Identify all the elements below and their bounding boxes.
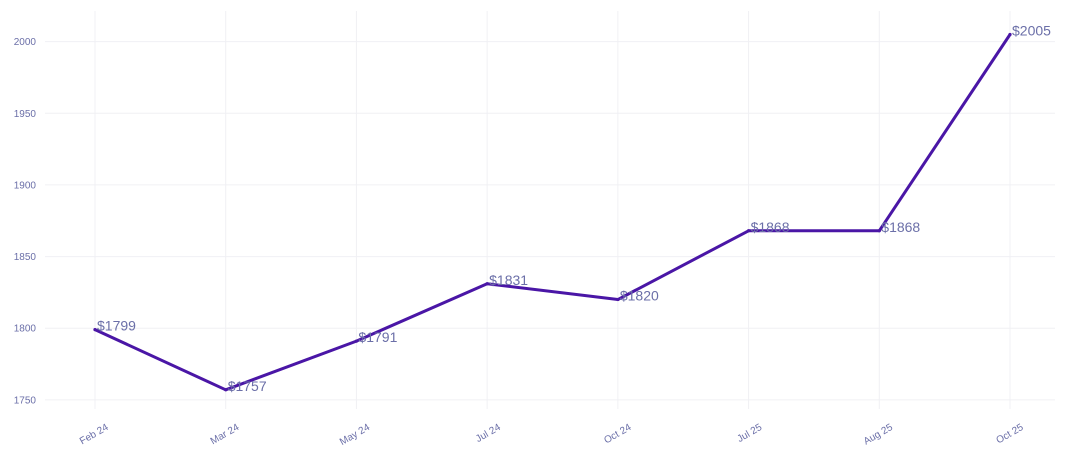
series-line xyxy=(93,32,1012,392)
x-tick-label: Oct 24 xyxy=(602,422,633,446)
data-label: $1757 xyxy=(228,378,267,394)
x-tick-label: Oct 25 xyxy=(994,422,1025,446)
y-tick-label: 1750 xyxy=(14,395,37,406)
x-tick-label: Mar 24 xyxy=(209,422,242,447)
data-labels: $1799 $1757 $1791 $1831 $1820 $1868 $1868 $2005 xyxy=(97,22,1051,393)
data-point xyxy=(485,282,489,286)
data-point xyxy=(877,229,881,233)
data-point xyxy=(224,388,228,392)
data-point xyxy=(616,297,620,302)
data-point xyxy=(354,339,359,343)
x-tick-label: Jul 24 xyxy=(474,422,503,445)
data-point xyxy=(93,328,97,332)
y-axis: 1750 1800 1850 1900 1950 2000 xyxy=(14,37,37,406)
series-layer xyxy=(93,32,1012,392)
data-label: $2005 xyxy=(1012,22,1051,38)
data-point xyxy=(1008,32,1012,37)
x-tick-label: May 24 xyxy=(338,422,372,448)
grid-layer xyxy=(45,11,1055,409)
y-tick-label: 2000 xyxy=(14,37,37,48)
x-tick-label: Feb 24 xyxy=(78,422,111,447)
x-tick-label: Jul 25 xyxy=(735,422,764,445)
data-label: $1868 xyxy=(751,219,790,235)
data-label: $1799 xyxy=(97,318,136,334)
data-label: $1791 xyxy=(358,329,397,345)
data-label: $1831 xyxy=(489,272,528,288)
x-axis: Feb 24 Mar 24 May 24 Jul 24 Oct 24 Jul 25 Aug … xyxy=(78,422,1026,448)
y-tick-label: 1900 xyxy=(14,180,37,191)
y-tick-label: 1800 xyxy=(14,324,37,335)
y-tick-label: 1950 xyxy=(14,109,37,120)
data-point xyxy=(746,229,751,233)
data-label: $1820 xyxy=(620,288,659,304)
x-tick-label: Aug 25 xyxy=(862,422,895,448)
y-tick-label: 1850 xyxy=(14,252,37,263)
data-label: $1868 xyxy=(881,219,920,235)
